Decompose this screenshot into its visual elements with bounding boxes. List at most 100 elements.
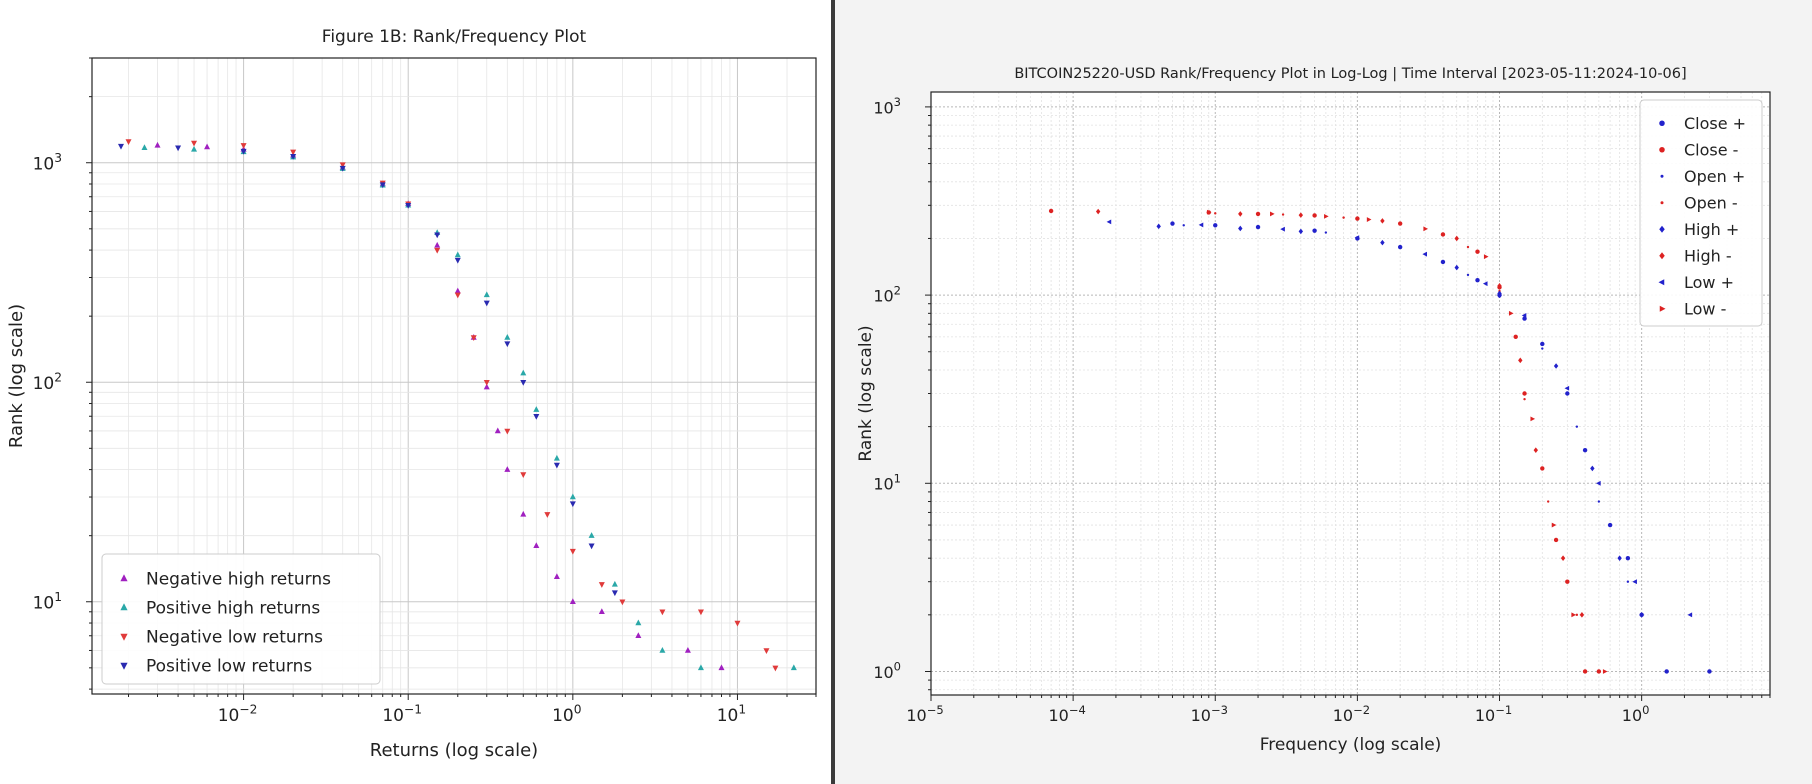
data-point: [790, 664, 797, 671]
data-point: [1281, 213, 1285, 216]
data-point: [434, 241, 441, 248]
legend-marker: [120, 574, 128, 582]
legend-label: Open -: [1684, 194, 1738, 213]
legend-marker: [1660, 174, 1664, 178]
data-point: [659, 609, 666, 616]
data-point: [1440, 259, 1446, 265]
data-point: [520, 379, 527, 386]
y-tick-label: 102: [33, 370, 62, 394]
data-point: [569, 493, 576, 500]
data-point: [1564, 385, 1570, 391]
data-point: [1582, 669, 1588, 674]
data-point: [1380, 218, 1385, 224]
data-point: [763, 648, 770, 654]
legend-label: Negative high returns: [146, 570, 331, 590]
data-point: [1522, 316, 1527, 321]
data-point: [659, 646, 666, 653]
data-point: [483, 379, 490, 386]
data-point: [772, 665, 779, 672]
data-point: [1602, 669, 1608, 674]
data-point: [1423, 226, 1428, 232]
data-point: [1607, 522, 1613, 528]
data-point: [1398, 223, 1402, 226]
y-tick-label: 101: [33, 590, 62, 614]
data-point: [1639, 612, 1644, 618]
data-point: [1508, 310, 1514, 316]
legend-label: Low +: [1684, 273, 1734, 292]
data-point: [1213, 223, 1218, 228]
legend-box: [1639, 99, 1763, 327]
data-point: [1312, 213, 1317, 218]
left-chart-panel: 10−2 10−1 100 101 101 102 103 Figure 1B: Rank/F…: [0, 0, 835, 784]
data-point: [569, 548, 576, 555]
data-point: [454, 292, 461, 299]
data-point: [1553, 537, 1559, 543]
data-point: [154, 141, 161, 148]
x-tick-label: 10−1: [382, 702, 422, 726]
data-point: [1475, 249, 1480, 254]
data-point: [1048, 208, 1054, 214]
data-point: [553, 454, 560, 461]
data-point: [117, 143, 124, 150]
data-point: [1255, 211, 1261, 217]
legend-label: High -: [1684, 247, 1732, 266]
data-point: [588, 543, 595, 550]
data-point: [454, 251, 461, 258]
data-point: [1214, 212, 1217, 215]
data-point: [1454, 264, 1459, 271]
y-tick-label: 103: [33, 151, 62, 175]
data-point: [1551, 522, 1557, 528]
legend-marker: [120, 662, 128, 670]
x-tick-label: 101: [717, 702, 746, 726]
legend-label: Low -: [1684, 300, 1726, 319]
data-point: [569, 598, 576, 605]
data-point: [1522, 391, 1527, 396]
data-point: [1256, 226, 1260, 229]
data-point: [635, 632, 642, 639]
data-point: [1523, 397, 1526, 401]
legend-label: Close -: [1684, 141, 1738, 160]
y-tick-label: 102: [873, 283, 901, 305]
data-point: [553, 573, 560, 579]
data-point: [588, 532, 595, 538]
data-point: [684, 646, 691, 653]
data-point: [1533, 447, 1538, 453]
data-point: [1355, 216, 1360, 221]
data-point: [1497, 283, 1502, 289]
legend-box: [101, 553, 381, 685]
data-point: [504, 428, 511, 435]
legend-marker: [1659, 225, 1665, 233]
data-point: [1546, 500, 1550, 503]
y-tick-label: 101: [873, 471, 901, 493]
data-point: [483, 383, 490, 390]
x-tick-label: 10−5: [906, 703, 943, 725]
data-point: [1198, 222, 1204, 228]
data-point: [1270, 211, 1275, 217]
data-point: [1312, 228, 1317, 233]
x-tick-label: 10−1: [1475, 703, 1512, 725]
data-point: [1521, 313, 1527, 318]
data-point: [611, 580, 618, 587]
data-point: [1475, 277, 1480, 283]
data-point: [1553, 363, 1559, 369]
series-positive-low-returns: [117, 143, 618, 597]
data-point: [494, 427, 501, 434]
y-tick-label: 103: [873, 95, 901, 117]
data-point: [1483, 254, 1489, 260]
data-point: [504, 466, 511, 472]
data-point: [1540, 341, 1545, 347]
data-point: [718, 664, 725, 671]
legend-marker: [1659, 120, 1665, 126]
data-point: [1466, 245, 1470, 249]
legend-marker: [1659, 147, 1665, 153]
data-point: [520, 369, 527, 376]
legend-marker: [1659, 252, 1665, 260]
data-point: [1106, 219, 1112, 225]
data-point: [533, 542, 540, 548]
series-open: [1214, 212, 1579, 617]
data-point: [434, 232, 441, 239]
data-point: [1617, 555, 1622, 561]
data-point: [339, 162, 346, 169]
data-point: [520, 510, 527, 517]
x-tick-label: 100: [552, 702, 581, 726]
